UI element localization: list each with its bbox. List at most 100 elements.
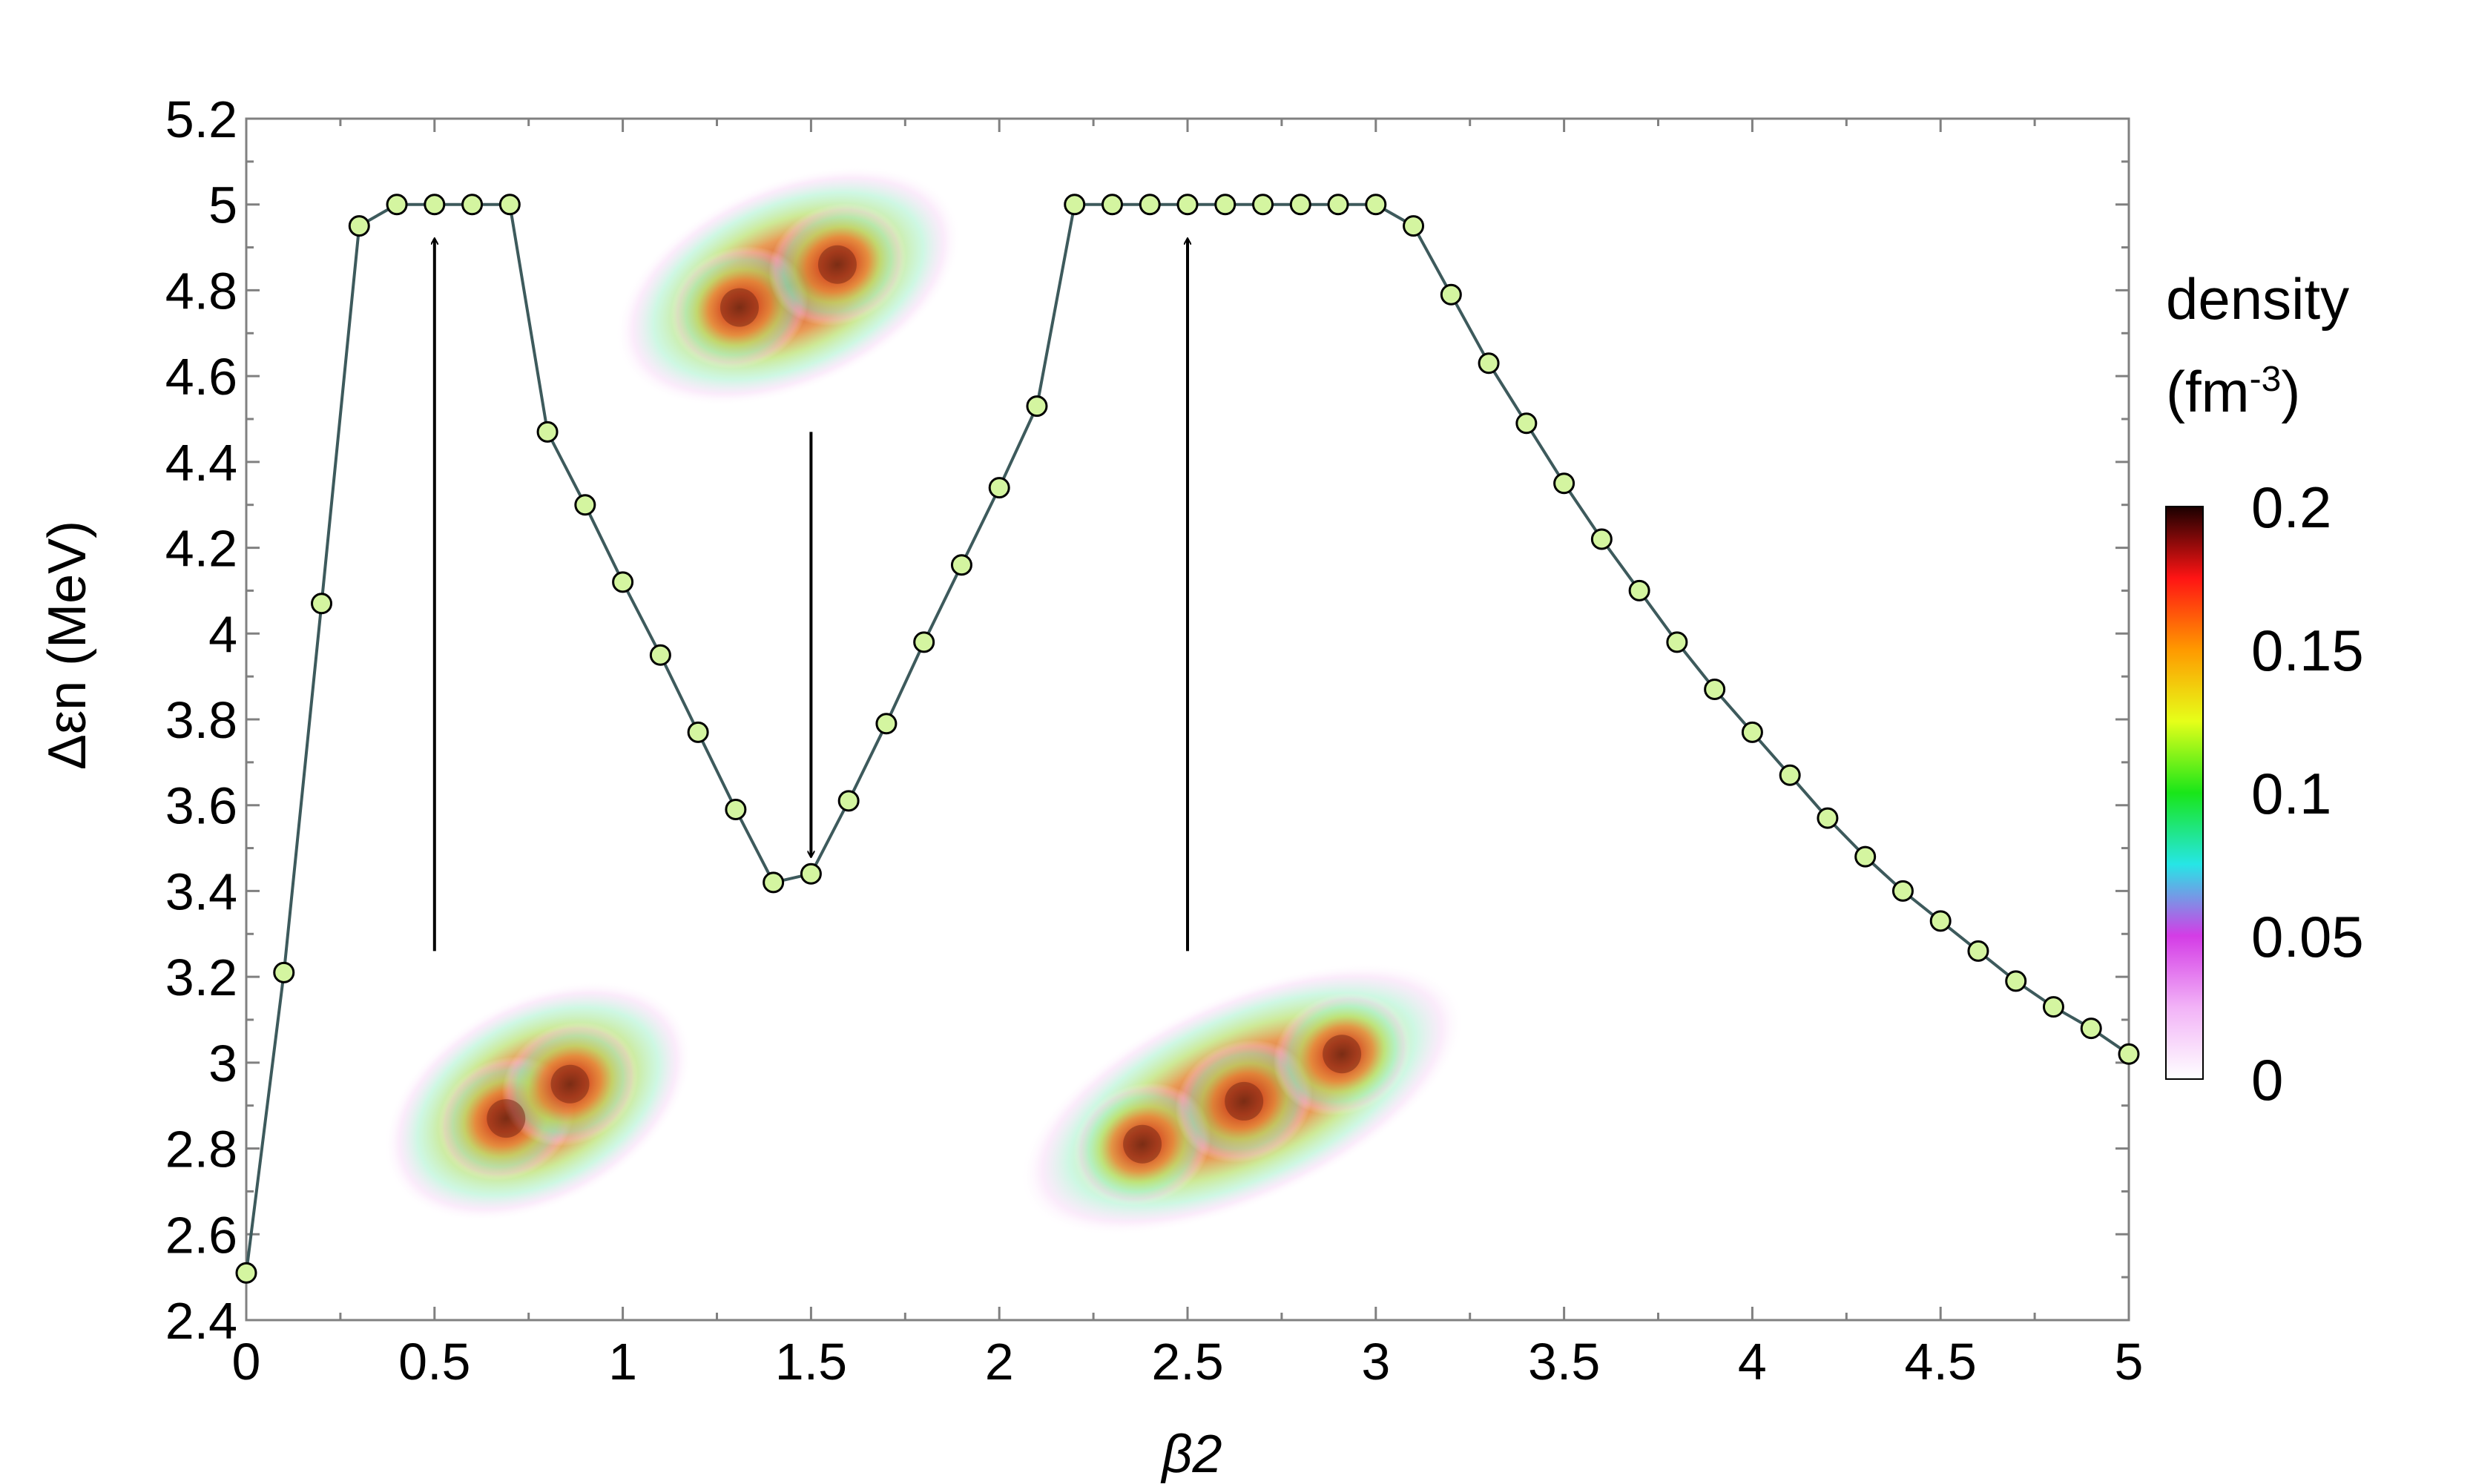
data-point bbox=[1817, 807, 1839, 829]
data-point bbox=[612, 571, 634, 593]
y-tick-labels: 2.4 2.6 2.8 3 3.2 3.4 3.6 3.8 4 4.2 4.4 4.6 4.8 5 5.2 bbox=[165, 90, 237, 1350]
data-point bbox=[273, 961, 295, 983]
data-point bbox=[498, 194, 521, 216]
axis-ticks bbox=[245, 117, 2130, 1322]
data-point bbox=[1327, 194, 1349, 216]
colorbar-unit: (fm-3) bbox=[2166, 359, 2300, 424]
y-tick-label: 3.4 bbox=[165, 863, 237, 920]
density-peak bbox=[719, 288, 759, 327]
y-tick-label: 4.2 bbox=[165, 520, 237, 578]
data-point bbox=[988, 477, 1010, 499]
data-point bbox=[1628, 579, 1650, 601]
data-point bbox=[875, 713, 898, 735]
arrows bbox=[435, 239, 1188, 952]
x-tick-label: 0.5 bbox=[398, 1333, 470, 1391]
y-tick-label: 3.6 bbox=[165, 777, 237, 835]
data-point bbox=[1064, 194, 1086, 216]
data-point bbox=[1929, 910, 1952, 932]
y-tick-label: 4.4 bbox=[165, 434, 237, 492]
density-peak bbox=[1123, 1124, 1162, 1164]
density-inset bbox=[1020, 962, 1465, 1236]
density-insets bbox=[383, 165, 1465, 1236]
y-tick-label: 4.8 bbox=[165, 262, 237, 320]
colorbar-ticks: 0 0.05 0.1 0.15 0.2 bbox=[2251, 475, 2364, 1112]
data-point bbox=[2005, 970, 2027, 992]
y-tick-label: 3 bbox=[208, 1035, 237, 1092]
data-point bbox=[386, 194, 408, 216]
data-point bbox=[536, 421, 559, 443]
colorbar-unit-end: ) bbox=[2281, 359, 2300, 424]
data-point bbox=[2118, 1043, 2140, 1065]
density-peak bbox=[817, 245, 857, 284]
data-point bbox=[1779, 764, 1801, 786]
data-point bbox=[1176, 194, 1199, 216]
colorbar-tick-label: 0 bbox=[2251, 1047, 2283, 1112]
y-tick-label: 2.8 bbox=[165, 1121, 237, 1178]
density-peak bbox=[550, 1064, 590, 1104]
x-tick-label: 1.5 bbox=[775, 1333, 847, 1391]
data-point bbox=[1101, 194, 1123, 216]
data-point bbox=[1553, 472, 1575, 495]
data-point bbox=[837, 790, 860, 812]
data-point bbox=[424, 194, 446, 216]
data-point bbox=[1590, 528, 1613, 550]
y-tick-label: 4.6 bbox=[165, 348, 237, 406]
data-point bbox=[574, 494, 596, 516]
data-point bbox=[1854, 845, 1877, 868]
data-point bbox=[1026, 395, 1048, 418]
data-point bbox=[1252, 194, 1274, 216]
x-tick-label: 1 bbox=[608, 1333, 637, 1391]
data-point bbox=[1365, 194, 1387, 216]
data-point bbox=[1741, 721, 1763, 743]
series-layer bbox=[235, 194, 2140, 1284]
colorbar-unit-base: (fm bbox=[2166, 359, 2250, 424]
colorbar-unit-sup: -3 bbox=[2250, 360, 2282, 399]
x-tick-label: 0 bbox=[232, 1333, 261, 1391]
data-point bbox=[950, 554, 972, 576]
x-tick-label: 3 bbox=[1361, 1333, 1390, 1391]
data-point bbox=[1967, 940, 1989, 962]
data-point bbox=[800, 863, 822, 885]
data-point bbox=[235, 1262, 257, 1284]
data-point bbox=[1666, 631, 1688, 653]
colorbar-title: density bbox=[2166, 266, 2349, 332]
y-tick-label: 2.4 bbox=[165, 1292, 237, 1350]
colorbar: density (fm-3) 0 0.05 0.1 0.15 0.2 bbox=[2165, 266, 2364, 1112]
colorbar-gradient bbox=[2165, 506, 2204, 1080]
x-tick-labels: 0 0.5 1 1.5 2 2.5 3 3.5 4 4.5 5 bbox=[232, 1333, 2144, 1391]
density-peak bbox=[487, 1099, 526, 1138]
data-point bbox=[1478, 352, 1500, 375]
data-point bbox=[1214, 194, 1236, 216]
x-tick-label: 4.5 bbox=[1905, 1333, 1977, 1391]
data-point bbox=[348, 215, 370, 237]
y-tick-label: 2.6 bbox=[165, 1206, 237, 1264]
y-axis-title: Δεn (MeV) bbox=[38, 521, 97, 770]
data-point bbox=[2080, 1018, 2102, 1040]
data-point bbox=[1139, 194, 1161, 216]
x-tick-label: 4 bbox=[1738, 1333, 1767, 1391]
data-point bbox=[2042, 996, 2064, 1018]
x-tick-label: 2.5 bbox=[1151, 1333, 1223, 1391]
data-point bbox=[1440, 283, 1462, 306]
data-point bbox=[1704, 679, 1726, 700]
x-axis-title: β2 bbox=[1160, 1425, 1222, 1484]
x-tick-label: 2 bbox=[985, 1333, 1014, 1391]
colorbar-tick-label: 0.15 bbox=[2251, 618, 2364, 683]
data-point bbox=[1515, 412, 1538, 435]
colorbar-tick-label: 0.2 bbox=[2251, 475, 2331, 540]
data-point bbox=[763, 871, 785, 894]
data-point bbox=[1289, 194, 1311, 216]
data-point bbox=[1403, 215, 1425, 237]
data-point bbox=[1891, 880, 1914, 902]
data-point bbox=[913, 631, 935, 653]
y-tick-label: 3.8 bbox=[165, 691, 237, 749]
y-tick-label: 5 bbox=[208, 177, 237, 234]
y-tick-label: 4 bbox=[208, 605, 237, 663]
colorbar-tick-label: 0.1 bbox=[2251, 761, 2331, 826]
data-point bbox=[725, 799, 747, 820]
x-tick-label: 3.5 bbox=[1528, 1333, 1600, 1391]
y-tick-label: 5.2 bbox=[165, 90, 237, 148]
density-inset bbox=[383, 980, 693, 1222]
data-point bbox=[649, 644, 671, 666]
